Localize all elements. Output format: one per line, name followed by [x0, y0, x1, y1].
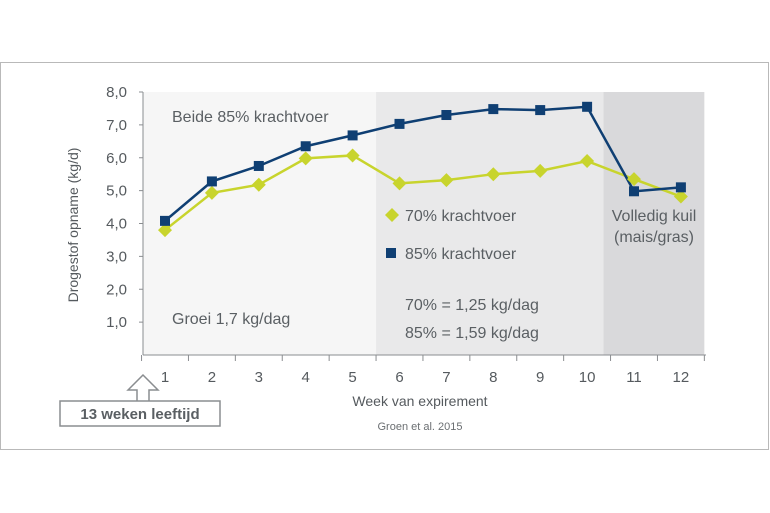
annotation-silage-line2: (mais/gras)	[614, 229, 694, 246]
legend-square-marker	[386, 248, 396, 258]
x-tick-label: 8	[489, 369, 497, 386]
data-point-70	[580, 154, 595, 169]
data-point-70	[251, 177, 266, 192]
y-axis-title: Drogestof opname (kg/d)	[65, 148, 81, 303]
data-point-85	[160, 215, 170, 226]
x-tick-label: 12	[673, 369, 690, 386]
data-point-85	[629, 186, 639, 197]
y-tick-label: 7,0	[106, 117, 127, 134]
data-point-85	[347, 130, 358, 141]
y-tick-label: 8,0	[106, 84, 127, 101]
x-tick-label: 1	[161, 369, 169, 386]
y-tick-label: 1,0	[106, 314, 127, 331]
legend: 70% krachtvoer 85% krachtvoer	[385, 208, 517, 263]
x-tick-label: 11	[626, 369, 642, 386]
x-tick-label: 6	[395, 369, 403, 386]
annotation-rate70: 70% = 1,25 kg/dag	[405, 297, 539, 314]
data-point-70	[298, 151, 313, 166]
data-point-70	[204, 185, 219, 200]
data-point-70	[392, 176, 407, 191]
annotation-rate85: 85% = 1,59 kg/dag	[405, 325, 539, 342]
data-point-85	[582, 101, 593, 112]
data-point-85	[488, 104, 499, 115]
x-tick-label: 4	[302, 369, 310, 386]
data-point-70	[439, 173, 454, 188]
x-tick-label: 2	[208, 369, 216, 386]
legend-diamond-marker	[385, 208, 399, 222]
annotation-silage-line1: Volledig kuil	[612, 208, 697, 225]
data-point-85	[253, 160, 264, 171]
background-region-3	[603, 92, 705, 355]
data-point-70	[673, 189, 688, 204]
x-tick-label: 5	[348, 369, 356, 386]
y-tick-label: 5,0	[106, 183, 127, 200]
source-label: Groen et al. 2015	[377, 421, 462, 433]
chart-frame	[0, 62, 769, 450]
legend-label-70: 70% krachtvoer	[405, 208, 517, 225]
y-tick-label: 4,0	[106, 216, 127, 233]
x-tick-label: 3	[255, 369, 263, 386]
data-point-70	[533, 163, 548, 178]
y-tick-label: 2,0	[106, 281, 127, 298]
age-callout-box	[59, 400, 221, 427]
x-tick-label: 10	[579, 369, 596, 386]
legend-label-85: 85% krachtvoer	[405, 246, 517, 263]
age-callout-label: 13 weken leeftijd	[80, 406, 199, 423]
annotation-phase1: Beide 85% krachtvoer	[172, 109, 329, 126]
data-point-85	[675, 182, 686, 193]
up-arrow-icon	[126, 373, 160, 403]
background-region-2	[376, 92, 604, 355]
data-point-70	[158, 223, 172, 238]
age-callout: 13 weken leeftijd	[59, 373, 221, 427]
data-point-85	[206, 176, 217, 187]
series-line-70	[164, 154, 682, 232]
y-tick-label: 6,0	[106, 150, 127, 167]
data-point-70	[345, 148, 360, 163]
y-tick-label: 3,0	[106, 248, 127, 265]
data-point-85	[441, 110, 452, 121]
data-point-85	[535, 105, 546, 116]
x-axis-title: Week van expirement	[352, 393, 487, 409]
x-tick-label: 7	[442, 369, 450, 386]
annotation-growth: Groei 1,7 kg/dag	[172, 311, 290, 328]
background-region-1	[143, 92, 377, 355]
data-point-85	[300, 141, 311, 152]
data-point-70	[486, 167, 501, 182]
series-line-85	[164, 105, 682, 222]
data-point-85	[394, 118, 405, 129]
x-tick-label: 9	[536, 369, 544, 386]
data-point-70	[627, 172, 641, 187]
